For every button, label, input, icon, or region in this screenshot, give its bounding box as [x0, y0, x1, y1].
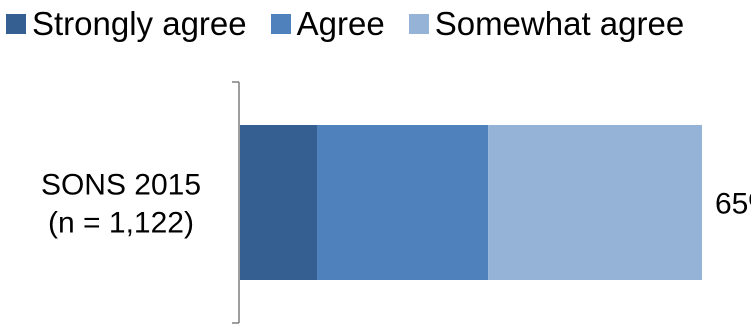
legend-label-somewhat-agree: Somewhat agree [434, 5, 685, 42]
legend-label-agree: Agree [296, 5, 385, 42]
legend-item-strongly-agree: Strongly agree [6, 4, 247, 44]
bar-segment-agree [317, 125, 489, 280]
legend-swatch-agree [270, 14, 291, 34]
bar-segment-strongly-agree [240, 125, 317, 280]
legend: Strongly agree Agree Somewhat agree [6, 4, 684, 44]
data-label-total: 65% [715, 188, 751, 221]
bar-segment-somewhat-agree [488, 125, 702, 280]
legend-swatch-strongly-agree [6, 14, 26, 34]
legend-item-agree: Agree [270, 4, 385, 44]
legend-item-somewhat-agree: Somewhat agree [408, 4, 685, 44]
category-label: (n = 1,122) [48, 207, 194, 240]
legend-swatch-somewhat-agree [408, 14, 429, 34]
legend-label-strongly-agree: Strongly agree [32, 5, 247, 42]
category-label: SONS 2015 [41, 169, 201, 202]
